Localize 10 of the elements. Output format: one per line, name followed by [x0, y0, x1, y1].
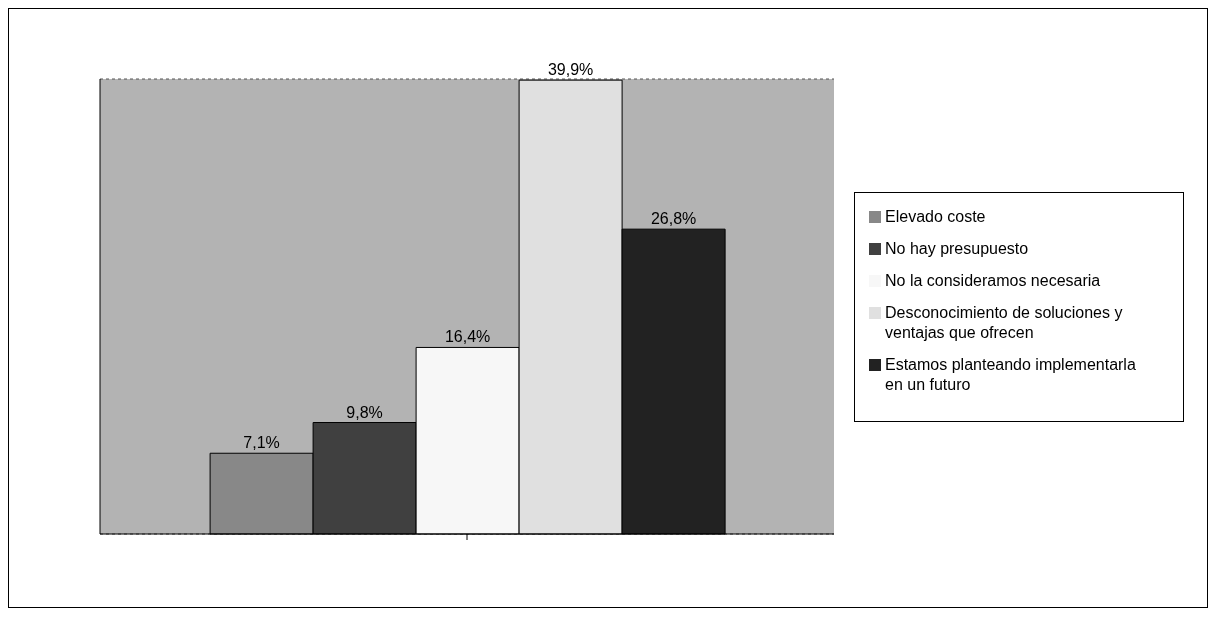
data-label: 9,8% — [346, 403, 383, 421]
legend-label: No hay presupuesto — [885, 238, 1030, 259]
legend-label: Elevado coste — [885, 206, 987, 227]
legend-label: Desconocimiento de soluciones y ventajas que ofrecen — [885, 302, 1124, 343]
data-label: 16,4% — [444, 328, 491, 346]
legend-label: No la consideramos necesaria — [885, 270, 1102, 291]
legend-label: Estamos planteando implementarla en un futuro — [885, 354, 1137, 395]
data-label: 7,1% — [243, 434, 280, 452]
data-label: 39,9% — [547, 61, 594, 79]
data-label: 26,8% — [650, 210, 697, 228]
